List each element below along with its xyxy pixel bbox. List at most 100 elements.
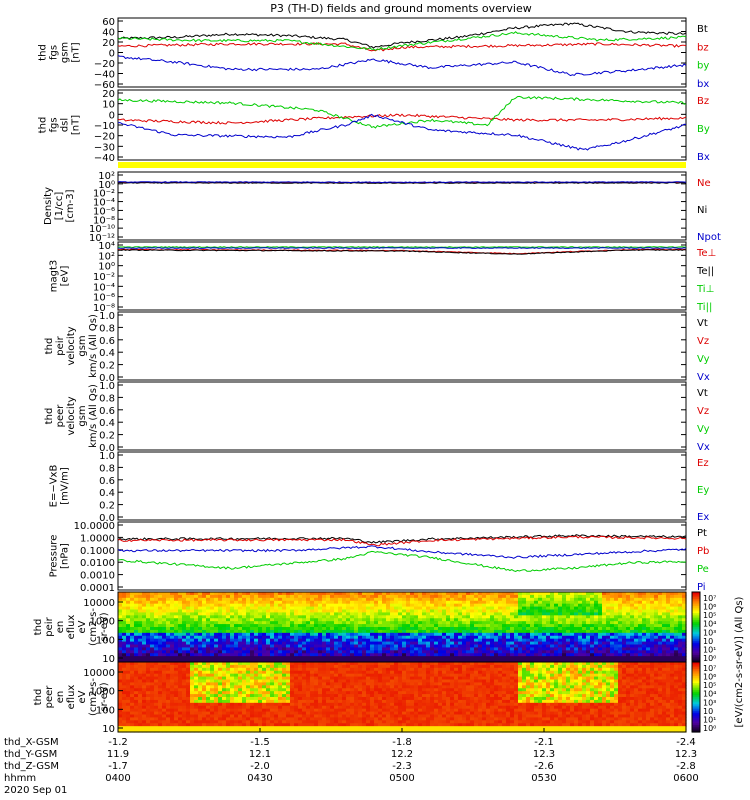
ytick-label: 1.0 [99,311,115,322]
xaxis-z-gsm: -2.0 [250,761,270,772]
page-title: P3 (TH-D) fields and ground moments over… [270,2,532,15]
xaxis-hhmm: 0430 [247,773,272,784]
ylabel-line: gsm [77,405,88,426]
ytick-label: 1.0 [99,451,115,462]
ytick-label: 0.0010 [80,571,115,582]
ylabel-line: km/s (All Qs) [88,384,99,448]
ytick-label: 1.0000 [80,533,115,544]
ylabel-line: [nT] [71,42,82,62]
plot-frame [118,242,686,310]
ytick-label: 0.1000 [80,546,115,557]
legend-Pt: Pt [697,528,707,539]
panel-density: Density [1/cc] [cm-3]10²10⁰10⁻²10⁻⁴10⁻⁶10⁻… [43,171,721,244]
ylabel-line: [mV/m] [60,467,71,505]
ytick-label: −20 [94,132,115,143]
ytick-label: 0.4 [99,348,115,359]
xaxis-x-gsm: -2.4 [676,737,696,748]
ylabel-line: [nT] [71,115,82,135]
legend-Vx: Vx [697,372,710,383]
ylabel-line: gsm [60,42,71,63]
ytick-label: 0.4 [99,488,115,499]
ytick-label: 40 [102,28,115,39]
ytick-label: 100 [96,635,115,646]
ylabel-line: [cm-3] [65,189,76,222]
series-Pe [118,551,686,571]
xaxis-hhmm: 0400 [105,773,130,784]
legend-Te⊥: Te⊥ [696,248,716,259]
legend-Ex: Ex [697,512,709,523]
legend-Ne: Ne [697,178,711,189]
legend-bx: bx [697,79,709,90]
ylabel-line: thd [38,44,49,61]
ylabel-line: eV [77,620,88,633]
ylabel-line: peir [55,335,66,355]
ytick-label: −40 [94,153,115,164]
panel-fgs_gsm: thd fgs gsm [nT]6040200−20−40−60Btbzbybx [38,17,710,91]
panel-peir_spec: thd peir en eflux eV (cm2-s-sr-eV) 10000 1000 10… [33,592,687,665]
xaxis-hhmm: 0530 [531,773,556,784]
xaxis-row-label: hhmm [4,773,36,784]
ylabel-line: gsm [77,335,88,356]
ytick-label: −30 [94,142,115,153]
ytick-label: 0.2 [99,361,115,372]
series-Ti|| [118,248,686,249]
ytick-label: 0 [109,49,115,60]
colorbar-label: [eV/(cm2-s-sr-eV)] (All Qs) [734,596,745,727]
ytick-label: 0.8 [99,393,115,404]
plot-frame [118,522,686,590]
ytick-label: −10 [94,121,115,132]
xaxis-x-gsm: -1.2 [108,737,128,748]
xaxis-y-gsm: 12.2 [391,749,413,760]
legend-Vz: Vz [697,336,709,347]
ytick-label: 60 [102,17,115,28]
ytick-label: 10000 [83,668,115,679]
ytick-label: 0.2 [99,431,115,442]
xaxis-z-gsm: -1.7 [108,761,128,772]
series-By [118,96,686,128]
ylabel-line: E=−VxB [49,465,60,508]
colorbar-tick: 10⁰ [703,654,716,663]
legend-By: By [697,124,710,135]
ylabel-line: Density [43,187,54,225]
ytick-label: 0.8 [99,323,115,334]
legend-Bx: Bx [697,152,710,163]
series-Npot [118,182,686,183]
panel-peer_velocity: thd peer velocity gsm km/s (All Qs) 1.00.80.6… [44,381,710,454]
ylabel-line: [1/cc] [54,192,65,221]
xaxis-row-label: thd_X-GSM [4,737,59,748]
ytick-label: 0.0001 [80,583,115,594]
ytick-label: 10 [102,100,115,111]
ylabel-line: fgs [49,45,60,60]
ytick-label: 0.0100 [80,558,115,569]
xaxis-x-gsm: -2.1 [534,737,554,748]
xaxis-row-label: 2020 Sep 01 [4,785,67,796]
ytick-label: 0 [109,110,115,121]
legend-Npot: Npot [697,232,721,243]
ytick-label: 10 [102,654,115,665]
panel-efield: E=−VxB [mV/m]1.00.80.60.40.20.0EzEyEx [49,451,710,524]
ytick-label: 0.6 [99,406,115,417]
ylabel-line: Pressure [49,535,60,578]
ylabel-line: magt3 [49,260,60,293]
ytick-label: 20 [102,89,115,100]
ytick-label: 10.0000 [74,521,115,532]
xaxis-y-gsm: 12.3 [533,749,555,760]
ylabel-line: thd [44,408,55,425]
legend-Vy: Vy [697,354,710,365]
ylabel-line: eV [77,690,88,703]
legend-Ez: Ez [697,458,709,469]
series-Pi [118,546,686,559]
ylabel-line: km/s (All Qs) [88,314,99,378]
panel-peir_velocity: thd peir velocity gsm km/s (All Qs) 1.00.8 0.6… [44,311,710,384]
plot-frame [118,312,686,380]
legend-Ey: Ey [697,485,709,496]
panel-fgs_dsl: thd fgs dsl [nT]20100−10−20−30−40BzByBx [38,89,710,164]
legend-Te||: Te|| [696,266,714,277]
ytick-label: 0.4 [99,418,115,429]
colorbar-peer: 10⁷10⁶10⁵10⁴10³10⁲10¹10⁰ [692,662,716,733]
legend-Ti||: Ti|| [696,302,712,313]
xaxis-z-gsm: -2.8 [676,761,696,772]
series-bx [118,56,686,76]
ylabel-line: en [55,691,66,704]
xaxis-row-label: thd_Z-GSM [4,761,59,772]
